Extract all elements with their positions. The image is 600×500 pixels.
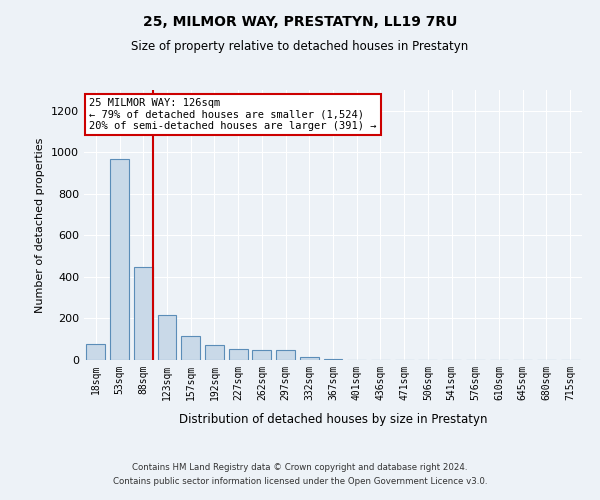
Bar xyxy=(205,346,224,360)
Y-axis label: Number of detached properties: Number of detached properties xyxy=(35,138,46,312)
Bar xyxy=(134,266,153,360)
Bar xyxy=(323,359,343,360)
Text: Distribution of detached houses by size in Prestatyn: Distribution of detached houses by size … xyxy=(179,412,487,426)
Text: 25 MILMOR WAY: 126sqm
← 79% of detached houses are smaller (1,524)
20% of semi-d: 25 MILMOR WAY: 126sqm ← 79% of detached … xyxy=(89,98,376,132)
Text: Contains HM Land Registry data © Crown copyright and database right 2024.: Contains HM Land Registry data © Crown c… xyxy=(132,462,468,471)
Bar xyxy=(253,350,271,360)
Text: Contains public sector information licensed under the Open Government Licence v3: Contains public sector information licen… xyxy=(113,478,487,486)
Text: 25, MILMOR WAY, PRESTATYN, LL19 7RU: 25, MILMOR WAY, PRESTATYN, LL19 7RU xyxy=(143,15,457,29)
Bar xyxy=(158,316,176,360)
Text: Size of property relative to detached houses in Prestatyn: Size of property relative to detached ho… xyxy=(131,40,469,53)
Bar xyxy=(110,158,129,360)
Bar xyxy=(86,344,106,360)
Bar xyxy=(276,350,295,360)
Bar xyxy=(300,357,319,360)
Bar xyxy=(181,336,200,360)
Bar xyxy=(229,348,248,360)
